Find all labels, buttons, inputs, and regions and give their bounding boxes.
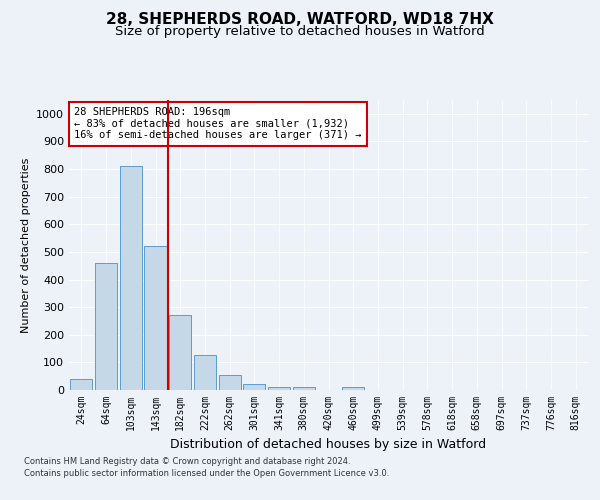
Bar <box>268 387 290 390</box>
Bar <box>243 384 265 390</box>
Bar <box>194 356 216 390</box>
Bar <box>293 387 315 390</box>
Bar <box>145 246 167 390</box>
Bar <box>218 375 241 390</box>
Text: Size of property relative to detached houses in Watford: Size of property relative to detached ho… <box>115 25 485 38</box>
Y-axis label: Number of detached properties: Number of detached properties <box>20 158 31 332</box>
Text: 28, SHEPHERDS ROAD, WATFORD, WD18 7HX: 28, SHEPHERDS ROAD, WATFORD, WD18 7HX <box>106 12 494 28</box>
Bar <box>169 316 191 390</box>
Text: Contains public sector information licensed under the Open Government Licence v3: Contains public sector information licen… <box>24 469 389 478</box>
Bar <box>119 166 142 390</box>
Bar <box>70 379 92 390</box>
Text: Contains HM Land Registry data © Crown copyright and database right 2024.: Contains HM Land Registry data © Crown c… <box>24 458 350 466</box>
X-axis label: Distribution of detached houses by size in Watford: Distribution of detached houses by size … <box>170 438 487 452</box>
Text: 28 SHEPHERDS ROAD: 196sqm
← 83% of detached houses are smaller (1,932)
16% of se: 28 SHEPHERDS ROAD: 196sqm ← 83% of detac… <box>74 108 362 140</box>
Bar <box>95 263 117 390</box>
Bar <box>342 387 364 390</box>
